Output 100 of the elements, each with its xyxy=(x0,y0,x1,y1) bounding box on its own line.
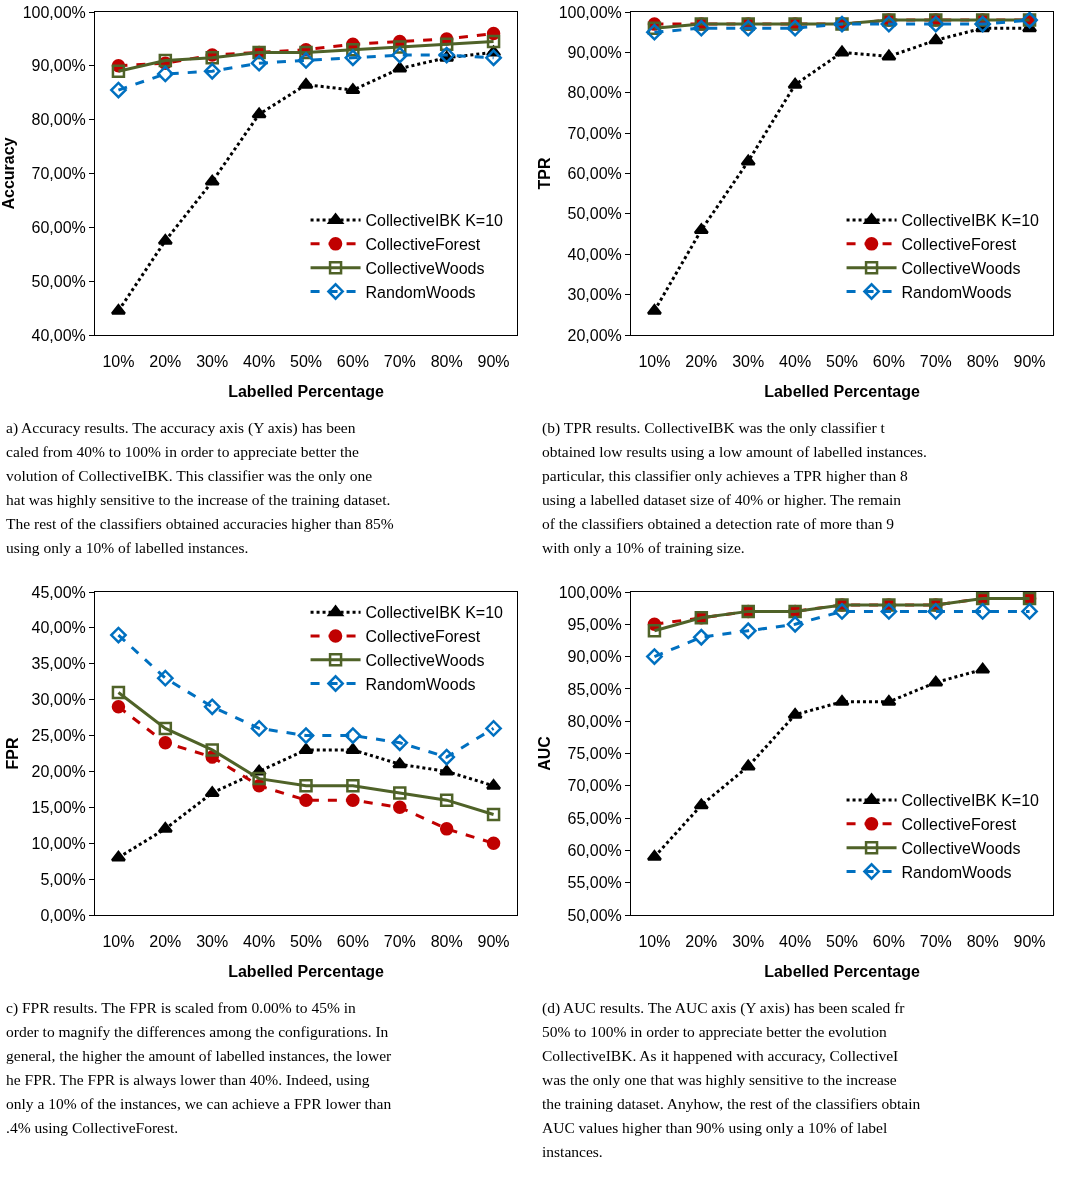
x-tick-label: 70% xyxy=(919,933,952,951)
legend-label: CollectiveIBK K=10 xyxy=(901,792,1040,810)
x-tick-label: 20% xyxy=(149,933,182,951)
text: order to magnify the differences among the configurations. In xyxy=(6,1022,390,1042)
text: using a labelled dataset size of 40% or higher. The remain xyxy=(542,490,903,510)
y-tick-label: 70,00% xyxy=(567,124,622,142)
x-tick-label: 70% xyxy=(383,353,416,371)
y-axis-title: FPR xyxy=(4,737,22,770)
x-tick-label: 50% xyxy=(289,933,323,951)
y-tick-label: 10,00% xyxy=(31,834,86,852)
text: CollectiveIBK. As it happened with accuracy, CollectiveI xyxy=(542,1046,900,1066)
legend-label: RandomWoods xyxy=(365,283,476,301)
legend-label: RandomWoods xyxy=(901,283,1012,301)
y-tick-label: 5,00% xyxy=(40,870,86,888)
text: c) FPR results. The FPR is scaled from 0.00% to 45% in xyxy=(6,998,357,1018)
y-tick-label: 80,00% xyxy=(31,111,86,129)
x-tick-label: 10% xyxy=(102,933,135,951)
text: instances. xyxy=(542,1142,604,1162)
x-tick-label: 20% xyxy=(685,353,718,371)
x-tick-label: 90% xyxy=(477,933,510,951)
x-tick-label: 50% xyxy=(825,933,859,951)
legend-label: CollectiveWoods xyxy=(901,839,1021,857)
y-tick-label: 40,00% xyxy=(31,619,86,637)
x-axis-title: Labelled Percentage xyxy=(228,962,384,980)
legend-label: CollectiveForest xyxy=(365,628,481,646)
x-tick-label: 50% xyxy=(289,353,323,371)
text: using only a 10% of labelled instances. xyxy=(6,538,250,558)
text: obtained low results using a low amount of labelled instances. xyxy=(542,442,928,462)
x-tick-label: 90% xyxy=(1013,933,1046,951)
y-tick-label: 70,00% xyxy=(567,777,622,795)
x-tick-label: 70% xyxy=(383,933,416,951)
x-tick-label: 60% xyxy=(872,933,905,951)
y-axis-title: TPR xyxy=(536,157,553,190)
y-tick-label: 60,00% xyxy=(31,218,86,236)
text: hat was highly sensitive to the increase of the training dataset. xyxy=(6,490,392,510)
y-tick-label: 100,00% xyxy=(558,583,622,601)
x-tick-label: 90% xyxy=(1013,353,1046,371)
y-tick-label: 35,00% xyxy=(31,655,86,673)
y-tick-label: 90,00% xyxy=(567,43,622,61)
x-tick-label: 80% xyxy=(430,933,463,951)
legend-label: CollectiveIBK K=10 xyxy=(901,212,1040,230)
text: 50% to 100% in order to appreciate better the evolution xyxy=(542,1022,888,1042)
x-tick-label: 20% xyxy=(149,353,182,371)
y-tick-label: 45,00% xyxy=(31,583,86,601)
x-tick-label: 80% xyxy=(430,353,463,371)
text: The rest of the classifiers obtained accuracies higher than 85% xyxy=(6,514,395,534)
legend-label: CollectiveForest xyxy=(901,236,1017,254)
y-tick-label: 90,00% xyxy=(567,648,622,666)
y-tick-label: 25,00% xyxy=(31,727,86,745)
y-tick-label: 60,00% xyxy=(567,165,622,183)
y-tick-label: 80,00% xyxy=(567,712,622,730)
y-tick-label: 65,00% xyxy=(567,809,622,827)
x-tick-label: 20% xyxy=(685,933,718,951)
text: only a 10% of the instances, we can achieve a FPR lower than xyxy=(6,1094,393,1114)
x-tick-label: 10% xyxy=(638,933,671,951)
y-tick-label: 60,00% xyxy=(567,842,622,859)
y-tick-label: 70,00% xyxy=(31,165,86,183)
text: with only a 10% of training size. xyxy=(542,538,746,558)
y-tick-label: 20,00% xyxy=(567,326,622,344)
legend-label: CollectiveWoods xyxy=(365,651,485,669)
x-axis-title: Labelled Percentage xyxy=(764,382,920,400)
y-tick-label: 40,00% xyxy=(31,326,86,344)
y-tick-label: 80,00% xyxy=(567,84,622,102)
legend-label: CollectiveForest xyxy=(365,236,481,254)
y-tick-label: 100,00% xyxy=(22,3,86,21)
text: (b) TPR results. CollectiveIBK was the only classifier t xyxy=(542,418,886,438)
x-tick-label: 50% xyxy=(825,353,859,371)
text: was the only one that was highly sensitive to the increase xyxy=(542,1070,898,1090)
text: .4% using CollectiveForest. xyxy=(6,1118,180,1138)
legend-label: RandomWoods xyxy=(901,863,1012,881)
y-axis-title: AUC xyxy=(536,735,553,771)
text: particular, this classifier only achieves a TPR higher than 8 xyxy=(542,466,909,486)
x-axis-title: Labelled Percentage xyxy=(764,962,920,980)
x-tick-label: 40% xyxy=(779,933,812,951)
y-tick-label: 50,00% xyxy=(567,205,622,223)
y-tick-label: 50,00% xyxy=(567,906,622,924)
legend-label: CollectiveWoods xyxy=(365,259,485,277)
x-tick-label: 60% xyxy=(872,353,905,371)
text: a) Accuracy results. The accuracy axis (Y axis) has been xyxy=(6,418,357,438)
y-tick-label: 20,00% xyxy=(31,763,86,781)
y-tick-label: 30,00% xyxy=(567,286,622,304)
text: AUC values higher than 90% using only a 10% of label xyxy=(542,1118,889,1138)
y-tick-label: 15,00% xyxy=(31,798,86,816)
x-tick-label: 80% xyxy=(966,933,999,951)
x-tick-label: 60% xyxy=(336,353,369,371)
text: caled from 40% to 100% in order to appreciate better the xyxy=(6,442,360,462)
x-tick-label: 60% xyxy=(336,933,369,951)
legend-label: CollectiveForest xyxy=(901,816,1017,834)
text: he FPR. The FPR is always lower than 40%. Indeed, using xyxy=(6,1070,371,1090)
text: (d) AUC results. The AUC axis (Y axis) has been scaled fr xyxy=(542,998,906,1018)
y-tick-label: 90,00% xyxy=(31,57,86,75)
y-tick-label: 30,00% xyxy=(31,691,86,709)
y-tick-label: 55,00% xyxy=(567,874,622,892)
y-tick-label: 85,00% xyxy=(567,680,622,698)
x-tick-label: 40% xyxy=(243,933,276,951)
y-tick-label: 95,00% xyxy=(567,615,622,633)
x-axis-title: Labelled Percentage xyxy=(228,382,384,400)
x-tick-label: 90% xyxy=(477,353,510,371)
legend-label: CollectiveIBK K=10 xyxy=(365,212,504,230)
text: of the classifiers obtained a detection rate of more than 9 xyxy=(542,514,896,534)
